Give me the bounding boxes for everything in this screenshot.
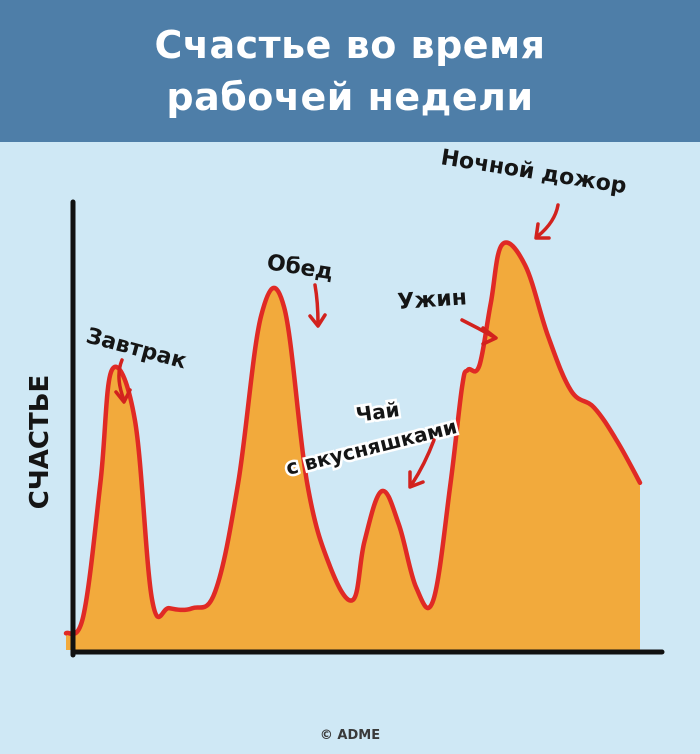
arrow-breakfast	[117, 358, 126, 402]
happiness-chart: СЧАСТЬЕ Завтрак Обед Чай с вкусняшками У…	[25, 145, 665, 658]
arrowhead-breakfast	[114, 388, 132, 404]
chart-area: СЧАСТЬЕ Завтрак Обед Чай с вкусняшками У…	[0, 142, 700, 754]
annotation-dinner: Ужин	[397, 285, 468, 315]
happiness-curve	[63, 240, 643, 637]
annotation-breakfast: Завтрак	[83, 324, 189, 375]
arrow-lunch	[313, 283, 320, 326]
annotation-lunch: Обед	[265, 250, 335, 285]
area-layer	[63, 240, 643, 650]
y-axis-label: СЧАСТЬЕ	[25, 375, 55, 510]
arrowhead-night-snack	[534, 222, 551, 240]
arrowhead-lunch	[308, 313, 327, 328]
arrowhead-dinner	[481, 326, 498, 346]
annotation-night-snack: Ночной дожор	[439, 145, 628, 199]
annotation-tea: Чай	[354, 397, 401, 427]
copyright-credit: © ADME	[319, 728, 381, 743]
arrow-night-snack	[536, 203, 560, 238]
chart-title-line-2: рабочей недели	[166, 75, 534, 119]
arrowhead-tea	[408, 470, 425, 489]
arrow-tea	[410, 438, 436, 486]
chart-title-line-1: Счастье во время	[154, 23, 546, 67]
title-bar: Счастье во время рабочей недели	[0, 0, 700, 142]
axes	[70, 199, 665, 658]
happiness-area-fill	[66, 242, 640, 650]
